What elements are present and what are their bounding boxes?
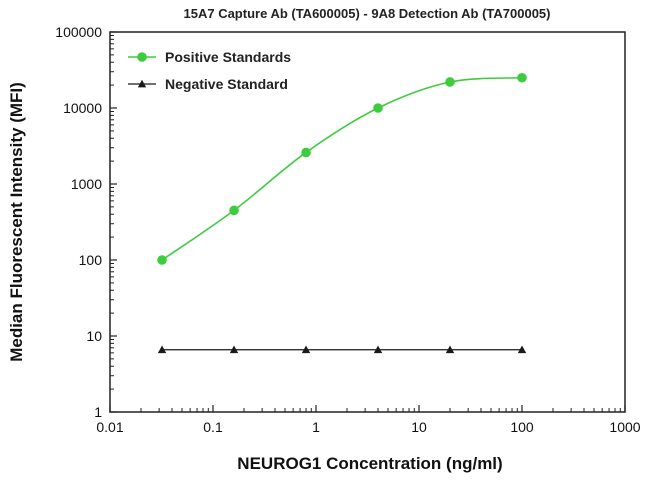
x-tick-label: 0.01 bbox=[96, 419, 123, 435]
y-tick-label: 1 bbox=[94, 404, 102, 420]
x-tick-label: 0.1 bbox=[203, 419, 223, 435]
x-axis-title: NEUROG1 Concentration (ng/ml) bbox=[237, 454, 502, 473]
data-point bbox=[229, 205, 239, 216]
data-point bbox=[373, 345, 383, 354]
x-axis-ticks: 0.01 0.1 1 10 100 1000 bbox=[96, 405, 641, 435]
legend-swatch-marker bbox=[137, 79, 147, 88]
y-tick-label: 10000 bbox=[63, 100, 102, 116]
x-tick-label: 1 bbox=[312, 419, 320, 435]
chart-title: 15A7 Capture Ab (TA600005) - 9A8 Detecti… bbox=[184, 6, 551, 21]
y-tick-label: 1000 bbox=[71, 176, 102, 192]
y-axis-title: Median Fluorescent Intensity (MFI) bbox=[7, 82, 26, 362]
series-positive-standards bbox=[157, 72, 527, 265]
series-line bbox=[161, 76, 523, 261]
x-tick-label: 1000 bbox=[609, 419, 640, 435]
series-negative-standard bbox=[157, 345, 527, 354]
series-layer bbox=[157, 72, 527, 354]
y-tick-label: 100 bbox=[79, 252, 103, 268]
y-axis-ticks: 1 10 100 1000 10000 100000 bbox=[55, 24, 117, 420]
data-point bbox=[373, 103, 383, 113]
y-tick-label: 100000 bbox=[55, 24, 102, 40]
data-point bbox=[517, 72, 527, 83]
data-point bbox=[301, 147, 311, 158]
data-point bbox=[157, 345, 167, 354]
data-point bbox=[229, 345, 239, 354]
data-point bbox=[445, 77, 455, 87]
data-point bbox=[445, 345, 455, 354]
data-point bbox=[517, 345, 527, 354]
legend-label: Positive Standards bbox=[165, 49, 291, 65]
plot-area-frame bbox=[109, 31, 626, 413]
x-tick-label: 10 bbox=[411, 419, 427, 435]
y-tick-label: 10 bbox=[86, 328, 102, 344]
x-tick-label: 100 bbox=[510, 419, 534, 435]
legend-swatch-marker bbox=[137, 52, 147, 62]
legend: Positive Standards Negative Standard bbox=[128, 49, 291, 92]
data-point bbox=[301, 345, 311, 354]
legend-label: Negative Standard bbox=[165, 76, 288, 92]
data-point bbox=[157, 255, 167, 265]
